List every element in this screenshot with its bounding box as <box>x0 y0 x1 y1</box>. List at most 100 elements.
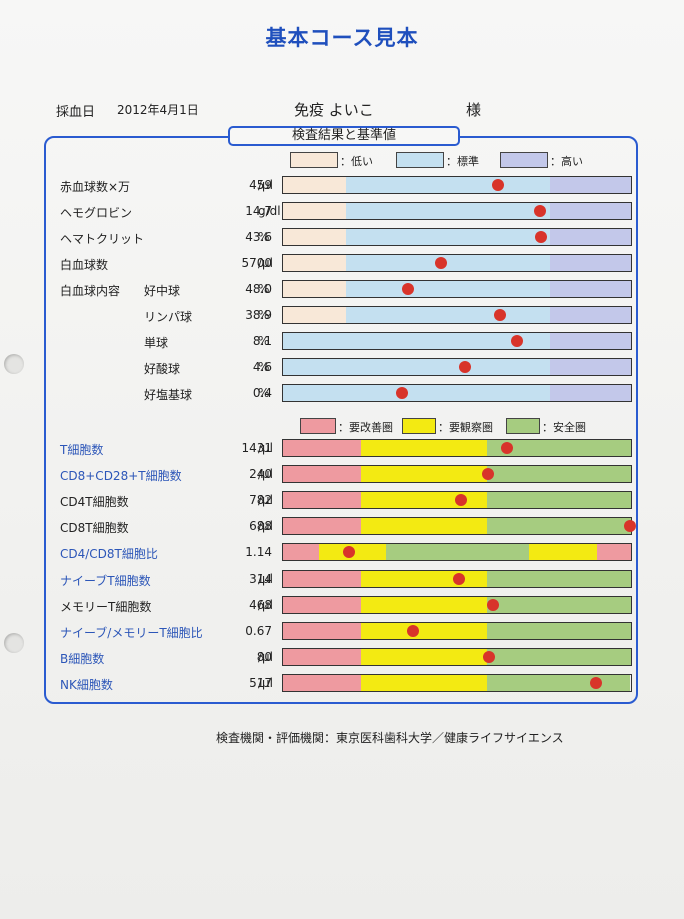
range-zone-high <box>549 255 631 271</box>
legend-observe-swatch <box>402 418 436 434</box>
range-zone-yellow <box>360 492 487 509</box>
range-zone-green <box>486 440 631 456</box>
result-marker <box>487 598 500 611</box>
result-marker <box>494 309 507 321</box>
test-unit: % <box>258 308 270 322</box>
result-marker <box>342 546 355 559</box>
blood-draw-date: 2012年4月1日 <box>117 103 199 117</box>
group-label: 白血球内容 <box>60 284 121 298</box>
range-bar <box>282 332 632 350</box>
test-name: 赤血球数×万 <box>60 180 131 194</box>
range-zone-high <box>549 177 631 193</box>
legend-low-label: ：低い <box>340 155 373 168</box>
test-unit: /μl <box>258 675 274 690</box>
test-unit: /μl <box>258 649 274 664</box>
range-zone-green <box>486 622 631 639</box>
test-name: ナイーブT細胞数 <box>60 573 151 588</box>
result-marker <box>453 572 466 585</box>
test-value: 782 <box>249 493 272 508</box>
test-value: 468 <box>249 597 272 612</box>
result-marker <box>491 179 504 191</box>
range-zone-red <box>283 466 361 483</box>
range-bar <box>282 673 632 692</box>
range-zone-std <box>345 203 550 219</box>
legend-safe-swatch <box>506 418 540 434</box>
range-zone-high <box>549 359 631 375</box>
range-bar <box>282 384 632 402</box>
test-unit: /μl <box>258 597 274 612</box>
test-name: 白血球数 <box>60 258 109 272</box>
test-value: 5700 <box>241 256 272 270</box>
test-value: 48.0 <box>245 282 272 296</box>
section-title: 検査結果と基準値 <box>228 126 460 146</box>
result-row: CD8T細胞数 688/μl <box>0 517 684 537</box>
result-marker <box>589 676 602 689</box>
test-name: B細胞数 <box>60 651 105 666</box>
test-value: 1.14 <box>245 545 272 560</box>
range-zone-low <box>283 281 346 297</box>
result-marker <box>482 468 495 481</box>
test-name: NK細胞数 <box>60 677 113 692</box>
result-row: ヘモグロビン 14.7 g/dl <box>0 202 684 222</box>
range-zone-yellow <box>360 570 487 587</box>
test-name: 好塩基球 <box>144 388 193 402</box>
legend-improve-swatch <box>300 418 336 434</box>
test-name: CD8+CD28+T細胞数 <box>60 469 182 484</box>
range-zone-high <box>549 385 631 401</box>
test-value: 38.9 <box>245 308 272 322</box>
test-value: 43.6 <box>245 230 272 244</box>
result-row: 好酸球 4.6% <box>0 358 684 378</box>
result-marker <box>482 650 495 663</box>
test-name: 単球 <box>144 336 169 350</box>
legend-standard-label: ：標準 <box>446 155 479 168</box>
range-bar <box>282 280 632 298</box>
test-unit: % <box>258 334 270 348</box>
result-row: メモリーT細胞数 468/μl <box>0 595 684 616</box>
range-zone-red <box>283 440 361 456</box>
legend-high-label: ：高い <box>550 155 583 168</box>
test-name: CD4/CD8T細胞比 <box>60 547 158 562</box>
range-zone-red <box>283 596 361 613</box>
test-value: 8.1 <box>252 334 272 348</box>
test-name: ヘモグロビン <box>60 206 133 220</box>
range-zone-green <box>486 570 631 587</box>
range-bar <box>282 439 632 457</box>
test-unit: /μl <box>258 519 274 534</box>
result-row: ヘマトクリット 43.6% <box>0 228 684 248</box>
result-marker <box>459 361 472 373</box>
legend-improve-label: ：要改善圏 <box>338 421 393 434</box>
range-zone-std <box>345 307 550 323</box>
range-bar <box>282 621 632 640</box>
date-label: 採血日 <box>56 105 96 120</box>
test-name: ナイーブ/メモリーT細胞比 <box>60 625 203 640</box>
range-zone-red <box>283 648 361 665</box>
result-row: B細胞数 80/μl <box>0 647 684 668</box>
test-value: 688 <box>249 519 272 534</box>
result-row: CD4/CD8T細胞比 1.14 <box>0 543 684 563</box>
result-row: 白血球数 5700/μl <box>0 254 684 274</box>
test-value: 459 <box>249 178 272 192</box>
test-unit: /μl <box>258 441 274 455</box>
honorific: 様 <box>466 101 482 119</box>
legend-safe-label: ：安全圏 <box>542 421 586 434</box>
range-zone-yellow <box>360 440 487 456</box>
range-zone-green <box>486 648 631 665</box>
range-zone-low <box>283 177 346 193</box>
range-zone-red <box>597 544 631 561</box>
range-bar <box>282 228 632 246</box>
result-marker <box>501 442 514 454</box>
report-title: 基本コース見本 <box>265 26 419 50</box>
result-row: 赤血球数×万 459/μl <box>0 176 684 196</box>
result-marker <box>533 205 546 217</box>
test-name: 好酸球 <box>144 362 181 376</box>
range-bar <box>282 176 632 194</box>
result-marker <box>510 335 523 347</box>
range-zone-high <box>549 333 631 349</box>
legend-observe-label: ：要観察圏 <box>438 421 493 434</box>
range-zone-yellow <box>360 518 487 535</box>
test-name: CD8T細胞数 <box>60 521 129 536</box>
range-zone-yellow <box>360 648 487 665</box>
test-unit: /μl <box>258 256 274 270</box>
range-bar <box>282 595 632 614</box>
